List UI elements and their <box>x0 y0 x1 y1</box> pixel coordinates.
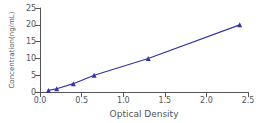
svg-text:1.0: 1.0 <box>117 96 130 105</box>
svg-text:2.0: 2.0 <box>200 96 213 105</box>
svg-text:0.5: 0.5 <box>75 96 88 105</box>
svg-text:5: 5 <box>31 71 36 80</box>
svg-text:0: 0 <box>31 87 37 97</box>
svg-text:0.0: 0.0 <box>34 96 47 105</box>
svg-text:1.5: 1.5 <box>158 96 171 105</box>
svg-text:20: 20 <box>26 20 36 29</box>
svg-text:Concentration(ng/mL): Concentration(ng/mL) <box>8 11 16 88</box>
svg-text:10: 10 <box>26 54 36 63</box>
svg-text:25: 25 <box>26 4 36 13</box>
svg-text:15: 15 <box>26 37 36 46</box>
svg-text:Optical Density: Optical Density <box>110 109 180 119</box>
svg-text:2.5: 2.5 <box>242 96 255 105</box>
